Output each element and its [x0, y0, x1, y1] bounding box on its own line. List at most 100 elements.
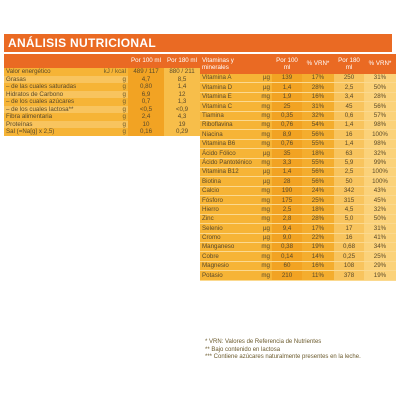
value-per-100ml: 35	[272, 149, 302, 159]
value-per-100ml: 0,38	[272, 243, 302, 253]
vitamin-name: Cobre	[200, 252, 256, 262]
section-title: ANÁLISIS NUTRICIONAL	[4, 34, 392, 52]
vrn-per-100ml: 18%	[302, 149, 334, 159]
value-per-100ml: 139	[272, 74, 302, 84]
vrn-per-180ml: 34%	[364, 243, 396, 253]
value-per-100ml: 0,35	[272, 111, 302, 121]
value-per-180ml: 315	[334, 196, 364, 206]
vrn-per-180ml: 19%	[364, 271, 396, 281]
vitamins-table: Vitaminas y minerales Por 100 ml % VRN* …	[200, 54, 396, 281]
value-per-180ml: 0,6	[334, 111, 364, 121]
nutrient-name: – de los cuales lactosa**	[4, 105, 100, 113]
nutrient-unit: g	[100, 98, 128, 106]
value-per-180ml: 17	[334, 224, 364, 234]
value-per-180ml: 12	[164, 90, 200, 98]
value-per-180ml: 4,3	[164, 113, 200, 121]
vitamin-name: Vitamina B12	[200, 167, 256, 178]
nutrient-unit: g	[100, 113, 128, 121]
table-row: Grasas g 4,7 8,5	[4, 75, 200, 83]
table-row: Valor energético kJ / kcal 489 / 117 880 / …	[4, 68, 200, 76]
value-per-180ml: 2,5	[334, 83, 364, 93]
vitamin-name: Ácido Pantoténico	[200, 158, 256, 168]
vrn-per-100ml: 16%	[302, 261, 334, 272]
value-per-180ml: 0,68	[334, 243, 364, 253]
nutrient-unit: g	[100, 128, 128, 136]
vitamin-unit: mg	[256, 139, 272, 150]
nutrient-name: Grasas	[4, 75, 100, 83]
footnotes: * VRN: Valores de Referencia de Nutrient…	[205, 339, 361, 362]
header-per-180ml: Por 180 ml	[164, 54, 200, 68]
table-row: – de los cuales azúcares g 0,7 1,3	[4, 98, 200, 106]
vitamin-unit: µg	[256, 149, 272, 159]
vitamin-name: Hierro	[200, 205, 256, 215]
table-row: Potasio mg 210 11% 378 19%	[200, 271, 396, 281]
value-per-180ml: 250	[334, 74, 364, 84]
table-row: Hierro mg 2,5 18% 4,5 32%	[200, 205, 396, 215]
value-per-100ml: 0,7	[128, 98, 164, 106]
value-per-100ml: 6,9	[128, 90, 164, 98]
value-per-100ml: 28	[272, 177, 302, 187]
vitamin-unit: mg	[256, 271, 272, 281]
vitamin-name: Niacina	[200, 130, 256, 140]
value-per-180ml: 2,5	[334, 167, 364, 178]
vitamin-unit: mg	[256, 205, 272, 215]
vrn-per-100ml: 28%	[302, 214, 334, 225]
value-per-100ml: 4,7	[128, 75, 164, 83]
nutrient-unit: g	[100, 83, 128, 91]
vitamin-name: Vitamina C	[200, 102, 256, 112]
value-per-180ml: 0,25	[334, 252, 364, 262]
vrn-per-180ml: 99%	[364, 158, 396, 168]
vrn-per-100ml: 24%	[302, 186, 334, 197]
vrn-per-180ml: 25%	[364, 252, 396, 262]
vitamin-name: Selenio	[200, 224, 256, 234]
table-row: Cobre mg 0,14 14% 0,25 25%	[200, 252, 396, 262]
table-row: Vitamina B12 µg 1,4 56% 2,5 100%	[200, 167, 396, 178]
value-per-180ml: 5,0	[334, 214, 364, 225]
value-per-180ml: <0,9	[164, 105, 200, 113]
vrn-per-180ml: 50%	[364, 83, 396, 93]
value-per-180ml: 378	[334, 271, 364, 281]
vrn-per-100ml: 32%	[302, 111, 334, 121]
vrn-per-100ml: 56%	[302, 177, 334, 187]
table-row: Calcio mg 190 24% 342 43%	[200, 186, 396, 197]
vitamin-unit: µg	[256, 233, 272, 244]
value-per-180ml: 63	[334, 149, 364, 159]
table-row: Hidratos de Carbono g 6,9 12	[4, 90, 200, 98]
nutrient-unit: g	[100, 75, 128, 83]
table-row: Riboflavina mg 0,76 54% 1,4 98%	[200, 120, 396, 131]
header-per-180ml: Por 180 ml	[334, 54, 364, 74]
table-row: Vitamina B6 mg 0,76 55% 1,4 98%	[200, 139, 396, 150]
vrn-per-100ml: 56%	[302, 130, 334, 140]
vitamin-name: Calcio	[200, 186, 256, 197]
vitamin-unit: mg	[256, 261, 272, 272]
vrn-per-100ml: 54%	[302, 120, 334, 131]
vrn-per-180ml: 32%	[364, 205, 396, 215]
vitamin-unit: mg	[256, 214, 272, 225]
nutrient-name: Valor energético	[4, 68, 100, 76]
vitamin-name: Biotina	[200, 177, 256, 187]
vrn-per-180ml: 31%	[364, 224, 396, 234]
value-per-100ml: 1,4	[272, 167, 302, 178]
table-row: Sal (=Na[g] x 2,5) g 0,16 0,29	[4, 128, 200, 136]
vrn-per-180ml: 56%	[364, 102, 396, 112]
vrn-per-100ml: 19%	[302, 243, 334, 253]
value-per-180ml: 4,5	[334, 205, 364, 215]
header-per-100ml: Por 100 ml	[128, 54, 164, 68]
vrn-per-100ml: 22%	[302, 233, 334, 244]
vrn-per-100ml: 14%	[302, 252, 334, 262]
value-per-100ml: 489 / 117	[128, 68, 164, 76]
value-per-100ml: 2,5	[272, 205, 302, 215]
vrn-per-180ml: 45%	[364, 196, 396, 206]
header-name	[4, 54, 100, 68]
value-per-100ml: 10	[128, 120, 164, 128]
vrn-per-180ml: 43%	[364, 186, 396, 197]
vitamin-unit: mg	[256, 252, 272, 262]
value-per-100ml: 190	[272, 186, 302, 197]
vitamin-name: Ácido Fólico	[200, 149, 256, 159]
vrn-per-100ml: 55%	[302, 158, 334, 168]
vrn-per-100ml: 16%	[302, 92, 334, 103]
nutrient-name: Hidratos de Carbono	[4, 90, 100, 98]
vitamin-name: Tiamina	[200, 111, 256, 121]
vrn-per-100ml: 28%	[302, 83, 334, 93]
